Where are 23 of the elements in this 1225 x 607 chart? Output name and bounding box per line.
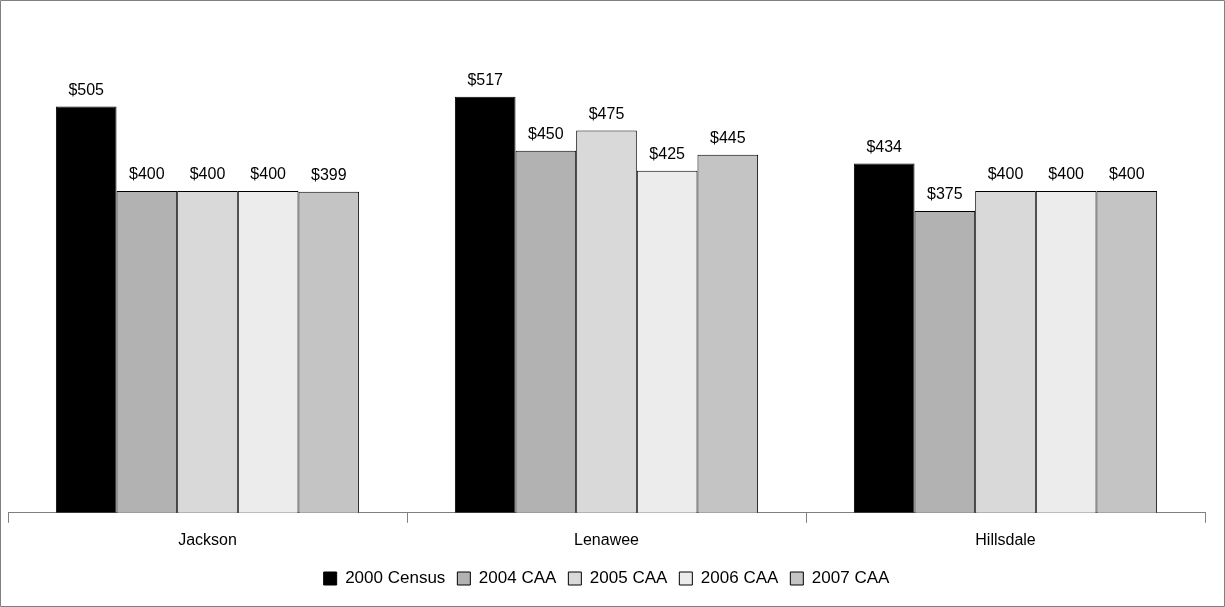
data-label: $400 bbox=[987, 165, 1024, 183]
data-label: $400 bbox=[1109, 165, 1145, 183]
data-label: $400 bbox=[250, 165, 287, 183]
data-label: $375 bbox=[927, 185, 963, 203]
data-label: $475 bbox=[588, 104, 625, 122]
data-label: $400 bbox=[189, 165, 226, 183]
legend-label: 2007 CAA bbox=[811, 568, 890, 588]
x-tick-label: Lenawee bbox=[574, 530, 640, 548]
legend-label: 2004 CAA bbox=[478, 568, 558, 588]
x-tick-label: Jackson bbox=[178, 530, 237, 548]
data-label: $445 bbox=[710, 129, 746, 147]
legend-label: 2000 Census bbox=[345, 568, 446, 588]
legend-label: 2006 CAA bbox=[700, 568, 779, 588]
legend-label: 2005 CAA bbox=[589, 568, 668, 588]
data-label: $400 bbox=[1048, 165, 1085, 183]
data-label: $450 bbox=[528, 125, 564, 143]
data-label: $399 bbox=[311, 166, 347, 184]
data-label: $400 bbox=[129, 165, 165, 183]
data-label: $434 bbox=[866, 137, 903, 155]
data-label: $517 bbox=[467, 71, 504, 89]
data-label: $505 bbox=[68, 80, 105, 98]
x-tick-label: Hillsdale bbox=[975, 530, 1036, 548]
data-label: $425 bbox=[649, 145, 686, 163]
